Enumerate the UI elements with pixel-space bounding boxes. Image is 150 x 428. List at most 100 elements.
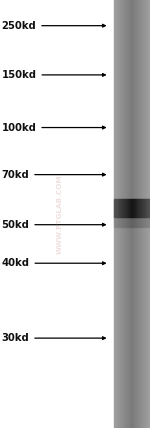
Bar [115,0,116,428]
Bar [119,199,120,217]
Bar [120,217,121,227]
Bar [148,0,149,428]
Bar [132,0,133,428]
Bar [126,0,127,428]
Bar [143,217,144,227]
Bar [123,217,124,227]
Bar [141,199,142,217]
Bar [139,199,140,217]
Bar [125,217,126,227]
Bar [124,217,125,227]
Bar [143,199,144,217]
Bar [142,199,143,217]
Bar [145,217,146,227]
Bar [117,217,118,227]
Bar [148,199,149,217]
Bar [120,199,121,217]
Bar [147,217,148,227]
Bar [127,199,128,217]
Bar [117,199,118,217]
Bar [118,199,119,217]
Bar [146,217,147,227]
Bar [146,0,147,428]
Bar [136,199,137,217]
Bar [116,199,117,217]
Bar [149,199,150,217]
Bar [125,0,126,428]
Bar [147,0,148,428]
Bar [144,217,145,227]
Bar [121,0,122,428]
Bar [141,0,142,428]
Bar [127,217,128,227]
Bar [129,217,130,227]
Bar [138,217,139,227]
Bar [115,199,116,217]
Bar [114,0,115,428]
Text: 150kd: 150kd [2,70,105,80]
Bar [116,217,117,227]
Bar [127,0,128,428]
Bar [124,199,125,217]
Bar [144,199,145,217]
Bar [149,217,150,227]
Bar [128,199,129,217]
Bar [134,199,135,217]
Text: WWW.PTGLAB.COM: WWW.PTGLAB.COM [57,174,63,254]
Bar [146,199,147,217]
Bar [114,199,115,217]
Bar [149,0,150,428]
Bar [135,199,136,217]
Bar [115,217,116,227]
Bar [121,217,122,227]
Bar [118,217,119,227]
Text: 50kd: 50kd [2,220,105,230]
Bar [119,0,120,428]
Bar [135,0,136,428]
Bar [145,199,146,217]
Bar [130,217,131,227]
Text: 40kd: 40kd [2,258,105,268]
Bar [120,0,121,428]
Bar [124,0,125,428]
Bar [122,199,123,217]
Bar [139,217,140,227]
Bar [121,199,122,217]
Bar [116,0,117,428]
Bar [129,0,130,428]
Bar [122,217,123,227]
Bar [125,199,126,217]
Bar [143,0,144,428]
Bar [122,0,123,428]
Bar [142,217,143,227]
Bar [126,199,127,217]
Bar [140,0,141,428]
Bar [138,199,139,217]
Bar [118,217,119,227]
Bar [133,217,134,227]
Bar [130,0,131,428]
Bar [140,199,141,217]
Bar [136,217,137,227]
Bar [140,217,141,227]
Bar [131,199,132,217]
Bar [134,217,135,227]
Bar [129,199,130,217]
Bar [136,0,137,428]
Bar [132,217,133,227]
Bar [128,217,129,227]
Bar [114,217,115,227]
Text: 100kd: 100kd [2,122,105,133]
Bar [130,199,131,217]
Bar [135,217,136,227]
Bar [134,0,135,428]
Bar [123,199,124,217]
Bar [118,199,119,217]
Bar [148,217,149,227]
Bar [147,199,148,217]
Bar [133,0,134,428]
Bar [132,199,133,217]
Bar [131,0,132,428]
Bar [133,199,134,217]
Bar [123,0,124,428]
